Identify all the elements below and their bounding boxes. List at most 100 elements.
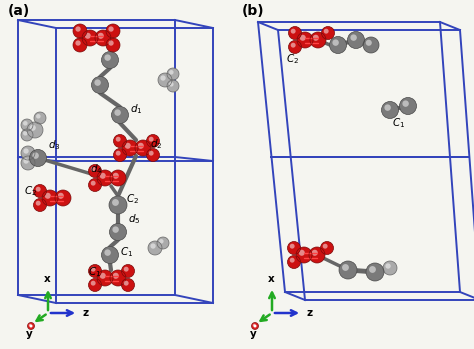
Circle shape — [149, 137, 154, 142]
Text: $C_1$: $C_1$ — [88, 265, 101, 279]
Text: $C_2$: $C_2$ — [286, 52, 299, 66]
Circle shape — [122, 140, 138, 156]
Circle shape — [149, 151, 154, 156]
Circle shape — [146, 134, 159, 148]
Text: $d_2$: $d_2$ — [150, 137, 163, 151]
Circle shape — [299, 250, 305, 256]
Circle shape — [112, 227, 119, 233]
Circle shape — [89, 279, 101, 291]
Circle shape — [100, 273, 106, 279]
Circle shape — [21, 129, 33, 141]
Circle shape — [313, 35, 319, 41]
Circle shape — [369, 266, 376, 273]
Text: $C_2$: $C_2$ — [126, 192, 139, 206]
Circle shape — [104, 54, 111, 61]
Circle shape — [94, 79, 101, 86]
Circle shape — [42, 190, 58, 206]
Circle shape — [34, 112, 46, 124]
Circle shape — [21, 146, 35, 160]
Circle shape — [400, 97, 417, 114]
Circle shape — [30, 125, 36, 131]
Circle shape — [75, 40, 81, 46]
Circle shape — [36, 114, 41, 119]
Circle shape — [290, 244, 295, 248]
Circle shape — [91, 281, 96, 285]
Circle shape — [121, 279, 135, 291]
Circle shape — [109, 223, 127, 240]
Circle shape — [106, 24, 120, 38]
Circle shape — [138, 143, 144, 149]
Circle shape — [366, 40, 372, 46]
Circle shape — [288, 255, 301, 268]
Circle shape — [169, 70, 173, 75]
Circle shape — [121, 265, 135, 277]
Circle shape — [310, 32, 326, 48]
Circle shape — [146, 149, 159, 162]
Circle shape — [366, 263, 384, 281]
Circle shape — [73, 38, 87, 52]
Circle shape — [109, 196, 127, 214]
Circle shape — [124, 281, 128, 285]
Text: (b): (b) — [242, 4, 264, 18]
Circle shape — [332, 39, 339, 46]
Circle shape — [113, 273, 119, 279]
Circle shape — [23, 121, 27, 126]
Text: $d_3$: $d_3$ — [48, 138, 61, 152]
Circle shape — [383, 261, 397, 275]
Circle shape — [148, 241, 162, 255]
Circle shape — [347, 31, 365, 49]
Circle shape — [320, 242, 334, 254]
Circle shape — [289, 40, 301, 53]
Text: z: z — [307, 308, 313, 318]
Circle shape — [109, 27, 114, 32]
Circle shape — [125, 143, 131, 149]
Circle shape — [55, 190, 71, 206]
Circle shape — [350, 35, 357, 41]
Circle shape — [89, 265, 101, 277]
Circle shape — [29, 325, 33, 327]
Text: z: z — [83, 308, 89, 318]
Circle shape — [150, 243, 155, 249]
Circle shape — [89, 178, 101, 192]
Circle shape — [297, 32, 313, 48]
Text: y: y — [250, 329, 256, 339]
Circle shape — [116, 137, 121, 142]
Circle shape — [104, 250, 111, 256]
Circle shape — [110, 170, 126, 186]
Circle shape — [106, 38, 120, 52]
Circle shape — [157, 237, 169, 249]
Circle shape — [89, 164, 101, 178]
Circle shape — [113, 134, 127, 148]
Circle shape — [85, 33, 91, 39]
Circle shape — [323, 244, 328, 248]
Circle shape — [312, 250, 318, 256]
Text: x: x — [268, 274, 274, 284]
Circle shape — [116, 151, 121, 156]
Circle shape — [34, 185, 46, 198]
Circle shape — [253, 324, 255, 326]
Text: $d_1$: $d_1$ — [130, 102, 143, 116]
Circle shape — [160, 75, 166, 81]
Circle shape — [159, 239, 164, 244]
Circle shape — [109, 40, 114, 46]
Circle shape — [113, 149, 127, 162]
Text: $C_2$: $C_2$ — [24, 184, 37, 198]
Circle shape — [342, 264, 349, 271]
Circle shape — [58, 193, 64, 199]
Circle shape — [21, 119, 33, 131]
Circle shape — [21, 156, 35, 170]
Circle shape — [321, 27, 335, 39]
Circle shape — [29, 149, 46, 166]
Text: y: y — [26, 329, 32, 339]
Circle shape — [291, 43, 296, 48]
Circle shape — [339, 261, 357, 279]
Circle shape — [291, 29, 296, 34]
Circle shape — [23, 158, 29, 164]
Circle shape — [27, 122, 43, 138]
Circle shape — [73, 24, 87, 38]
Circle shape — [384, 104, 391, 111]
Circle shape — [113, 173, 119, 179]
Circle shape — [95, 30, 111, 46]
Circle shape — [36, 201, 41, 206]
Circle shape — [32, 153, 39, 159]
